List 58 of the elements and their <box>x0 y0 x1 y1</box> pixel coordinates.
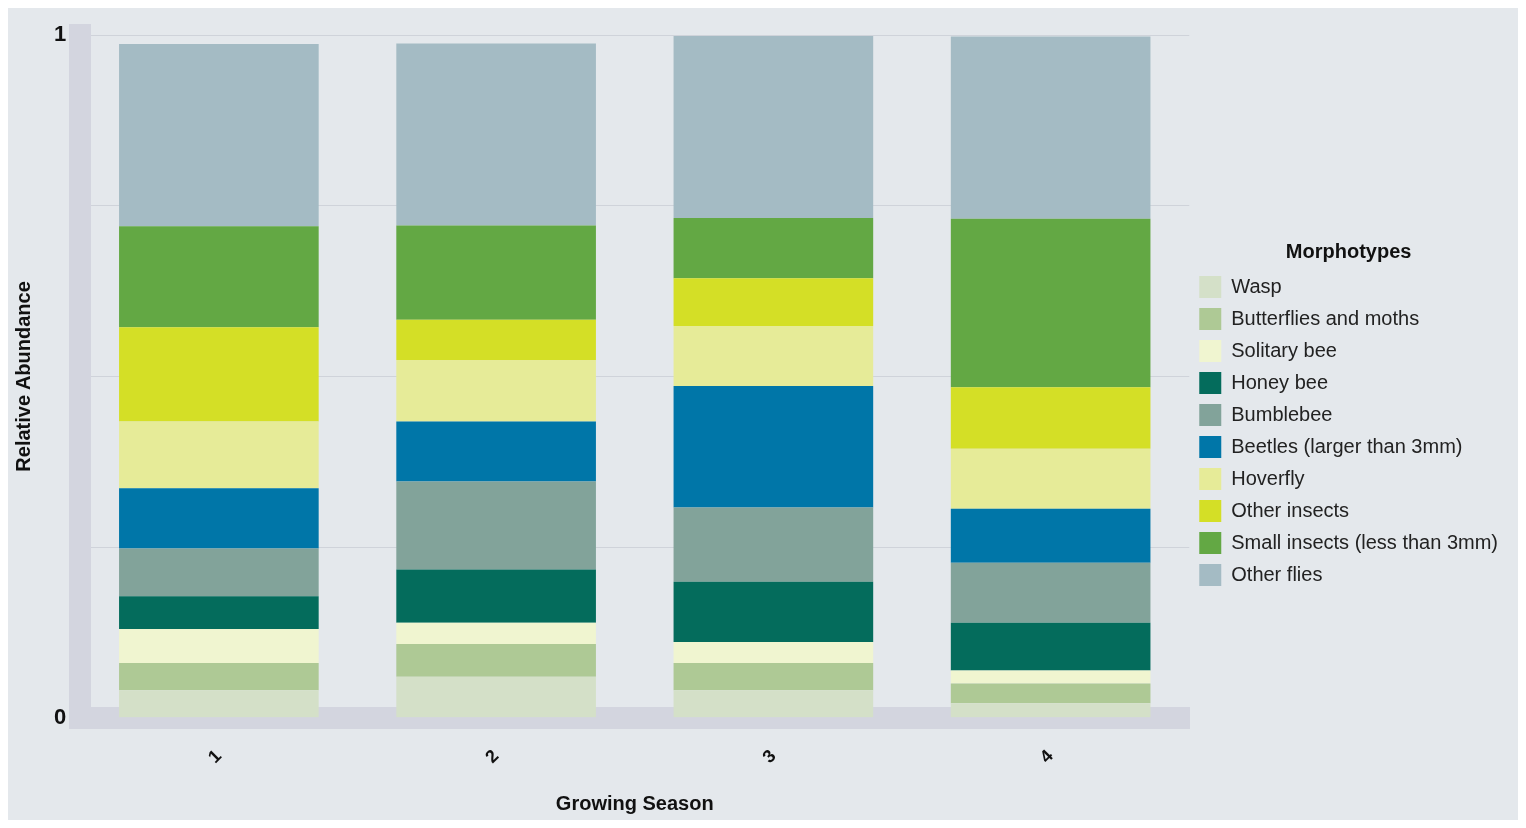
bar <box>119 327 319 422</box>
bar <box>396 622 596 644</box>
bar <box>119 596 319 629</box>
bar <box>396 569 596 623</box>
x-tick-label: 4 <box>1035 745 1057 767</box>
bar <box>119 44 319 227</box>
x-tick-label: 2 <box>481 745 503 767</box>
bar <box>396 225 596 320</box>
bar <box>119 663 319 691</box>
bar <box>950 448 1151 509</box>
bar <box>119 226 319 328</box>
y-tick-label: 0 <box>53 703 67 729</box>
bar <box>950 387 1151 449</box>
legend-label: Beetles (larger than 3mm) <box>1231 434 1463 457</box>
legend-label: Other flies <box>1231 562 1323 585</box>
legend-label: Other insects <box>1231 498 1350 521</box>
bar <box>673 325 874 386</box>
bar <box>119 628 319 664</box>
bar <box>396 319 596 361</box>
legend-label: Honey bee <box>1231 370 1329 393</box>
bar <box>396 360 596 422</box>
legend-label: Wasp <box>1231 274 1282 297</box>
bar <box>950 562 1151 623</box>
legend-label: Butterflies and moths <box>1231 306 1420 329</box>
bar <box>950 670 1151 684</box>
bar <box>119 548 319 597</box>
bar <box>119 421 319 489</box>
bar <box>673 641 874 664</box>
bar <box>950 36 1151 219</box>
bar <box>119 690 319 718</box>
bar <box>950 683 1151 704</box>
bar <box>119 488 319 549</box>
bar <box>950 622 1151 671</box>
bar <box>950 508 1151 563</box>
bar <box>950 703 1151 718</box>
bar <box>396 643 596 677</box>
bar <box>673 690 874 718</box>
y-axis-title: Relative Abundance <box>11 281 34 472</box>
legend-label: Solitary bee <box>1231 338 1337 361</box>
bar <box>396 481 596 570</box>
bar <box>396 421 596 482</box>
bar <box>396 676 596 718</box>
legend-label: Small insects (less than 3mm) <box>1231 530 1499 553</box>
bar <box>673 385 874 508</box>
bar <box>673 581 874 642</box>
bar <box>950 218 1151 388</box>
bar <box>673 35 874 219</box>
x-axis-title: Growing Season <box>555 791 714 814</box>
bar <box>673 507 874 582</box>
legend-title: Morphotypes <box>1285 239 1412 262</box>
x-tick-label: 1 <box>203 745 226 767</box>
bar <box>673 218 874 279</box>
x-tick-label: 3 <box>758 745 780 767</box>
bar <box>396 43 596 226</box>
legend-label: Hoverfly <box>1231 466 1305 489</box>
legend-label: Bumblebee <box>1231 402 1333 425</box>
bar <box>673 663 874 691</box>
bar <box>673 278 874 326</box>
